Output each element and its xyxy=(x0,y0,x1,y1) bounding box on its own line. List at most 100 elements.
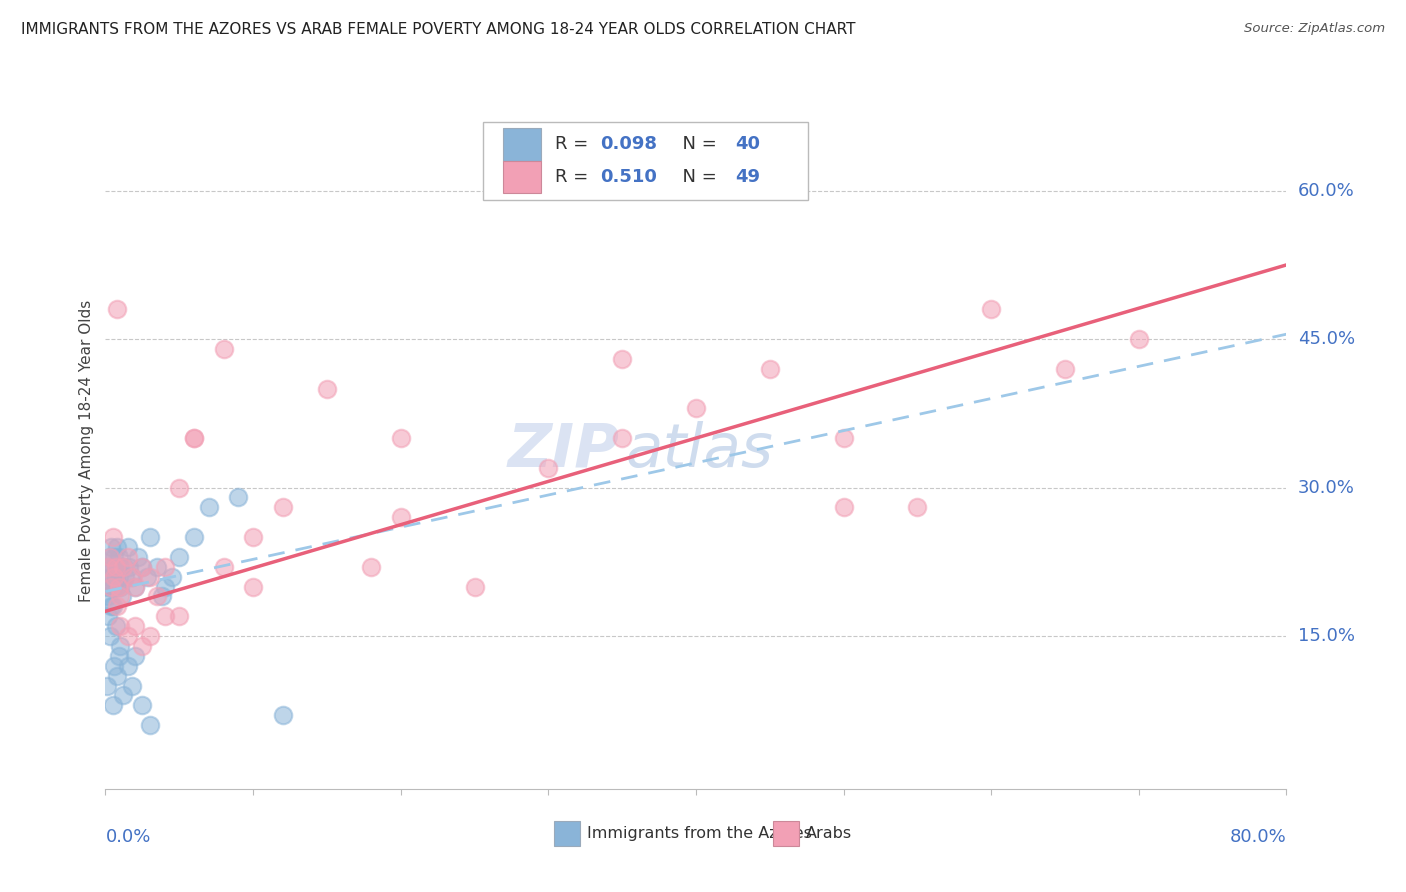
Point xyxy=(610,351,633,366)
Point xyxy=(104,619,127,633)
Point xyxy=(169,549,191,564)
Bar xyxy=(503,128,541,161)
Text: R =: R = xyxy=(555,168,595,186)
Point xyxy=(146,590,169,604)
Point xyxy=(100,580,122,594)
Point xyxy=(212,342,235,356)
Point xyxy=(271,708,294,723)
Point xyxy=(360,559,382,574)
Point xyxy=(98,629,121,643)
Point xyxy=(124,648,146,663)
Point xyxy=(110,590,132,604)
Text: 80.0%: 80.0% xyxy=(1230,829,1286,847)
Point xyxy=(103,580,125,594)
Point xyxy=(537,460,560,475)
Point xyxy=(98,549,121,564)
Text: atlas: atlas xyxy=(626,421,773,480)
Point xyxy=(110,580,132,594)
Point xyxy=(1054,361,1077,376)
Point xyxy=(150,590,173,604)
Point xyxy=(197,500,219,515)
Point xyxy=(464,580,486,594)
Point xyxy=(103,658,125,673)
Point xyxy=(110,559,132,574)
Point xyxy=(389,510,412,524)
Text: Immigrants from the Azores: Immigrants from the Azores xyxy=(588,826,813,841)
Point xyxy=(242,580,264,594)
Point xyxy=(138,569,162,583)
Point xyxy=(101,599,124,614)
Point xyxy=(228,491,250,505)
Point xyxy=(131,698,153,713)
Text: 0.098: 0.098 xyxy=(600,136,658,153)
Point xyxy=(242,530,264,544)
Point xyxy=(138,530,162,544)
Text: 0.0%: 0.0% xyxy=(105,829,150,847)
Point xyxy=(153,559,176,574)
Point xyxy=(685,401,707,416)
Text: Source: ZipAtlas.com: Source: ZipAtlas.com xyxy=(1244,22,1385,36)
Point xyxy=(169,609,191,624)
Point xyxy=(118,559,141,574)
Point xyxy=(1128,332,1150,346)
Point xyxy=(117,629,139,643)
Point xyxy=(105,540,128,554)
Point xyxy=(124,619,146,633)
Point xyxy=(183,530,205,544)
Text: 49: 49 xyxy=(735,168,761,186)
Text: 15.0%: 15.0% xyxy=(1298,627,1354,645)
Point xyxy=(107,648,129,663)
Point xyxy=(112,559,135,574)
Bar xyxy=(554,822,581,846)
Bar xyxy=(503,161,541,194)
Point xyxy=(111,590,134,604)
Point xyxy=(96,679,118,693)
Point xyxy=(112,559,135,574)
Point xyxy=(107,580,129,594)
Text: 0.510: 0.510 xyxy=(600,168,657,186)
Text: 45.0%: 45.0% xyxy=(1298,330,1355,348)
Point xyxy=(104,559,127,574)
Point xyxy=(97,559,120,574)
Point xyxy=(610,431,633,445)
Point xyxy=(153,609,176,624)
Point xyxy=(101,530,124,544)
Point xyxy=(104,569,127,583)
Point xyxy=(121,569,143,583)
Text: 60.0%: 60.0% xyxy=(1298,182,1354,200)
Point xyxy=(832,431,855,445)
Point xyxy=(100,580,122,594)
Point xyxy=(105,668,128,682)
Bar xyxy=(773,822,799,846)
Point xyxy=(212,559,235,574)
Point xyxy=(907,500,929,515)
Point xyxy=(117,540,139,554)
Text: Arabs: Arabs xyxy=(806,826,852,841)
Point xyxy=(183,431,205,445)
Point xyxy=(100,599,122,614)
Point xyxy=(117,549,139,564)
Point xyxy=(97,559,120,574)
Point xyxy=(980,302,1002,317)
Point xyxy=(160,569,183,583)
Point xyxy=(114,569,136,583)
Point xyxy=(124,580,146,594)
Point xyxy=(315,382,337,396)
Point xyxy=(131,639,153,653)
Text: N =: N = xyxy=(671,168,723,186)
Point xyxy=(100,540,122,554)
Point xyxy=(124,580,146,594)
Text: R =: R = xyxy=(555,136,595,153)
Point xyxy=(97,590,120,604)
Point xyxy=(101,698,124,713)
Point xyxy=(110,619,132,633)
Text: 30.0%: 30.0% xyxy=(1298,479,1354,497)
Text: N =: N = xyxy=(671,136,723,153)
Point xyxy=(107,569,129,583)
Point xyxy=(131,559,153,574)
Point xyxy=(759,361,782,376)
Point xyxy=(135,569,157,583)
Point xyxy=(127,549,149,564)
Point xyxy=(110,639,132,653)
Point xyxy=(103,549,125,564)
